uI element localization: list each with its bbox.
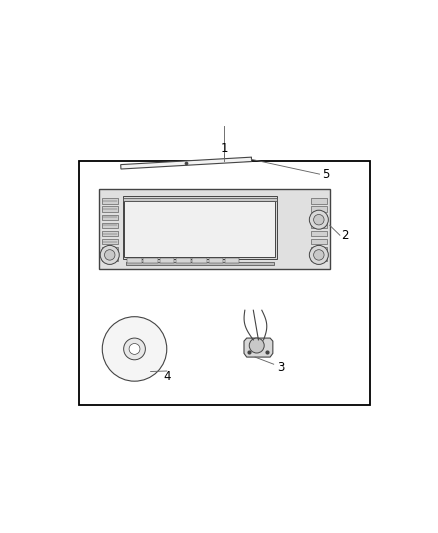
Bar [102,206,118,212]
Bar [123,196,277,259]
Bar [102,239,118,245]
Bar [176,259,191,263]
Bar [102,231,118,236]
Circle shape [249,338,264,353]
Bar [99,189,330,269]
Bar [102,214,118,220]
Circle shape [314,214,324,225]
Bar [102,223,118,228]
Bar [311,255,327,261]
Bar [143,259,158,263]
Bar [159,259,174,263]
Circle shape [314,249,324,260]
Circle shape [105,249,115,260]
Bar [78,160,371,405]
Polygon shape [244,338,273,357]
Bar [311,231,327,236]
Text: 1: 1 [221,142,228,155]
Bar [102,198,118,204]
Bar [311,239,327,245]
Bar [102,247,118,253]
Bar [102,255,118,261]
Polygon shape [121,157,251,169]
Bar [311,198,327,204]
Bar [311,247,327,253]
Circle shape [309,245,328,264]
Bar [126,262,274,265]
Circle shape [102,317,167,381]
Bar [311,206,327,212]
Bar [123,198,277,201]
Circle shape [100,245,119,264]
Circle shape [124,338,145,360]
Bar [311,214,327,220]
Text: 4: 4 [163,369,170,383]
Bar [311,223,327,228]
Text: 5: 5 [323,167,330,181]
Bar [225,259,240,263]
Bar [124,201,276,257]
Circle shape [309,210,328,229]
Text: 3: 3 [277,361,284,374]
Text: 2: 2 [341,229,349,242]
Bar [127,259,141,263]
Bar [192,259,207,263]
Circle shape [129,343,140,354]
Bar [208,259,223,263]
